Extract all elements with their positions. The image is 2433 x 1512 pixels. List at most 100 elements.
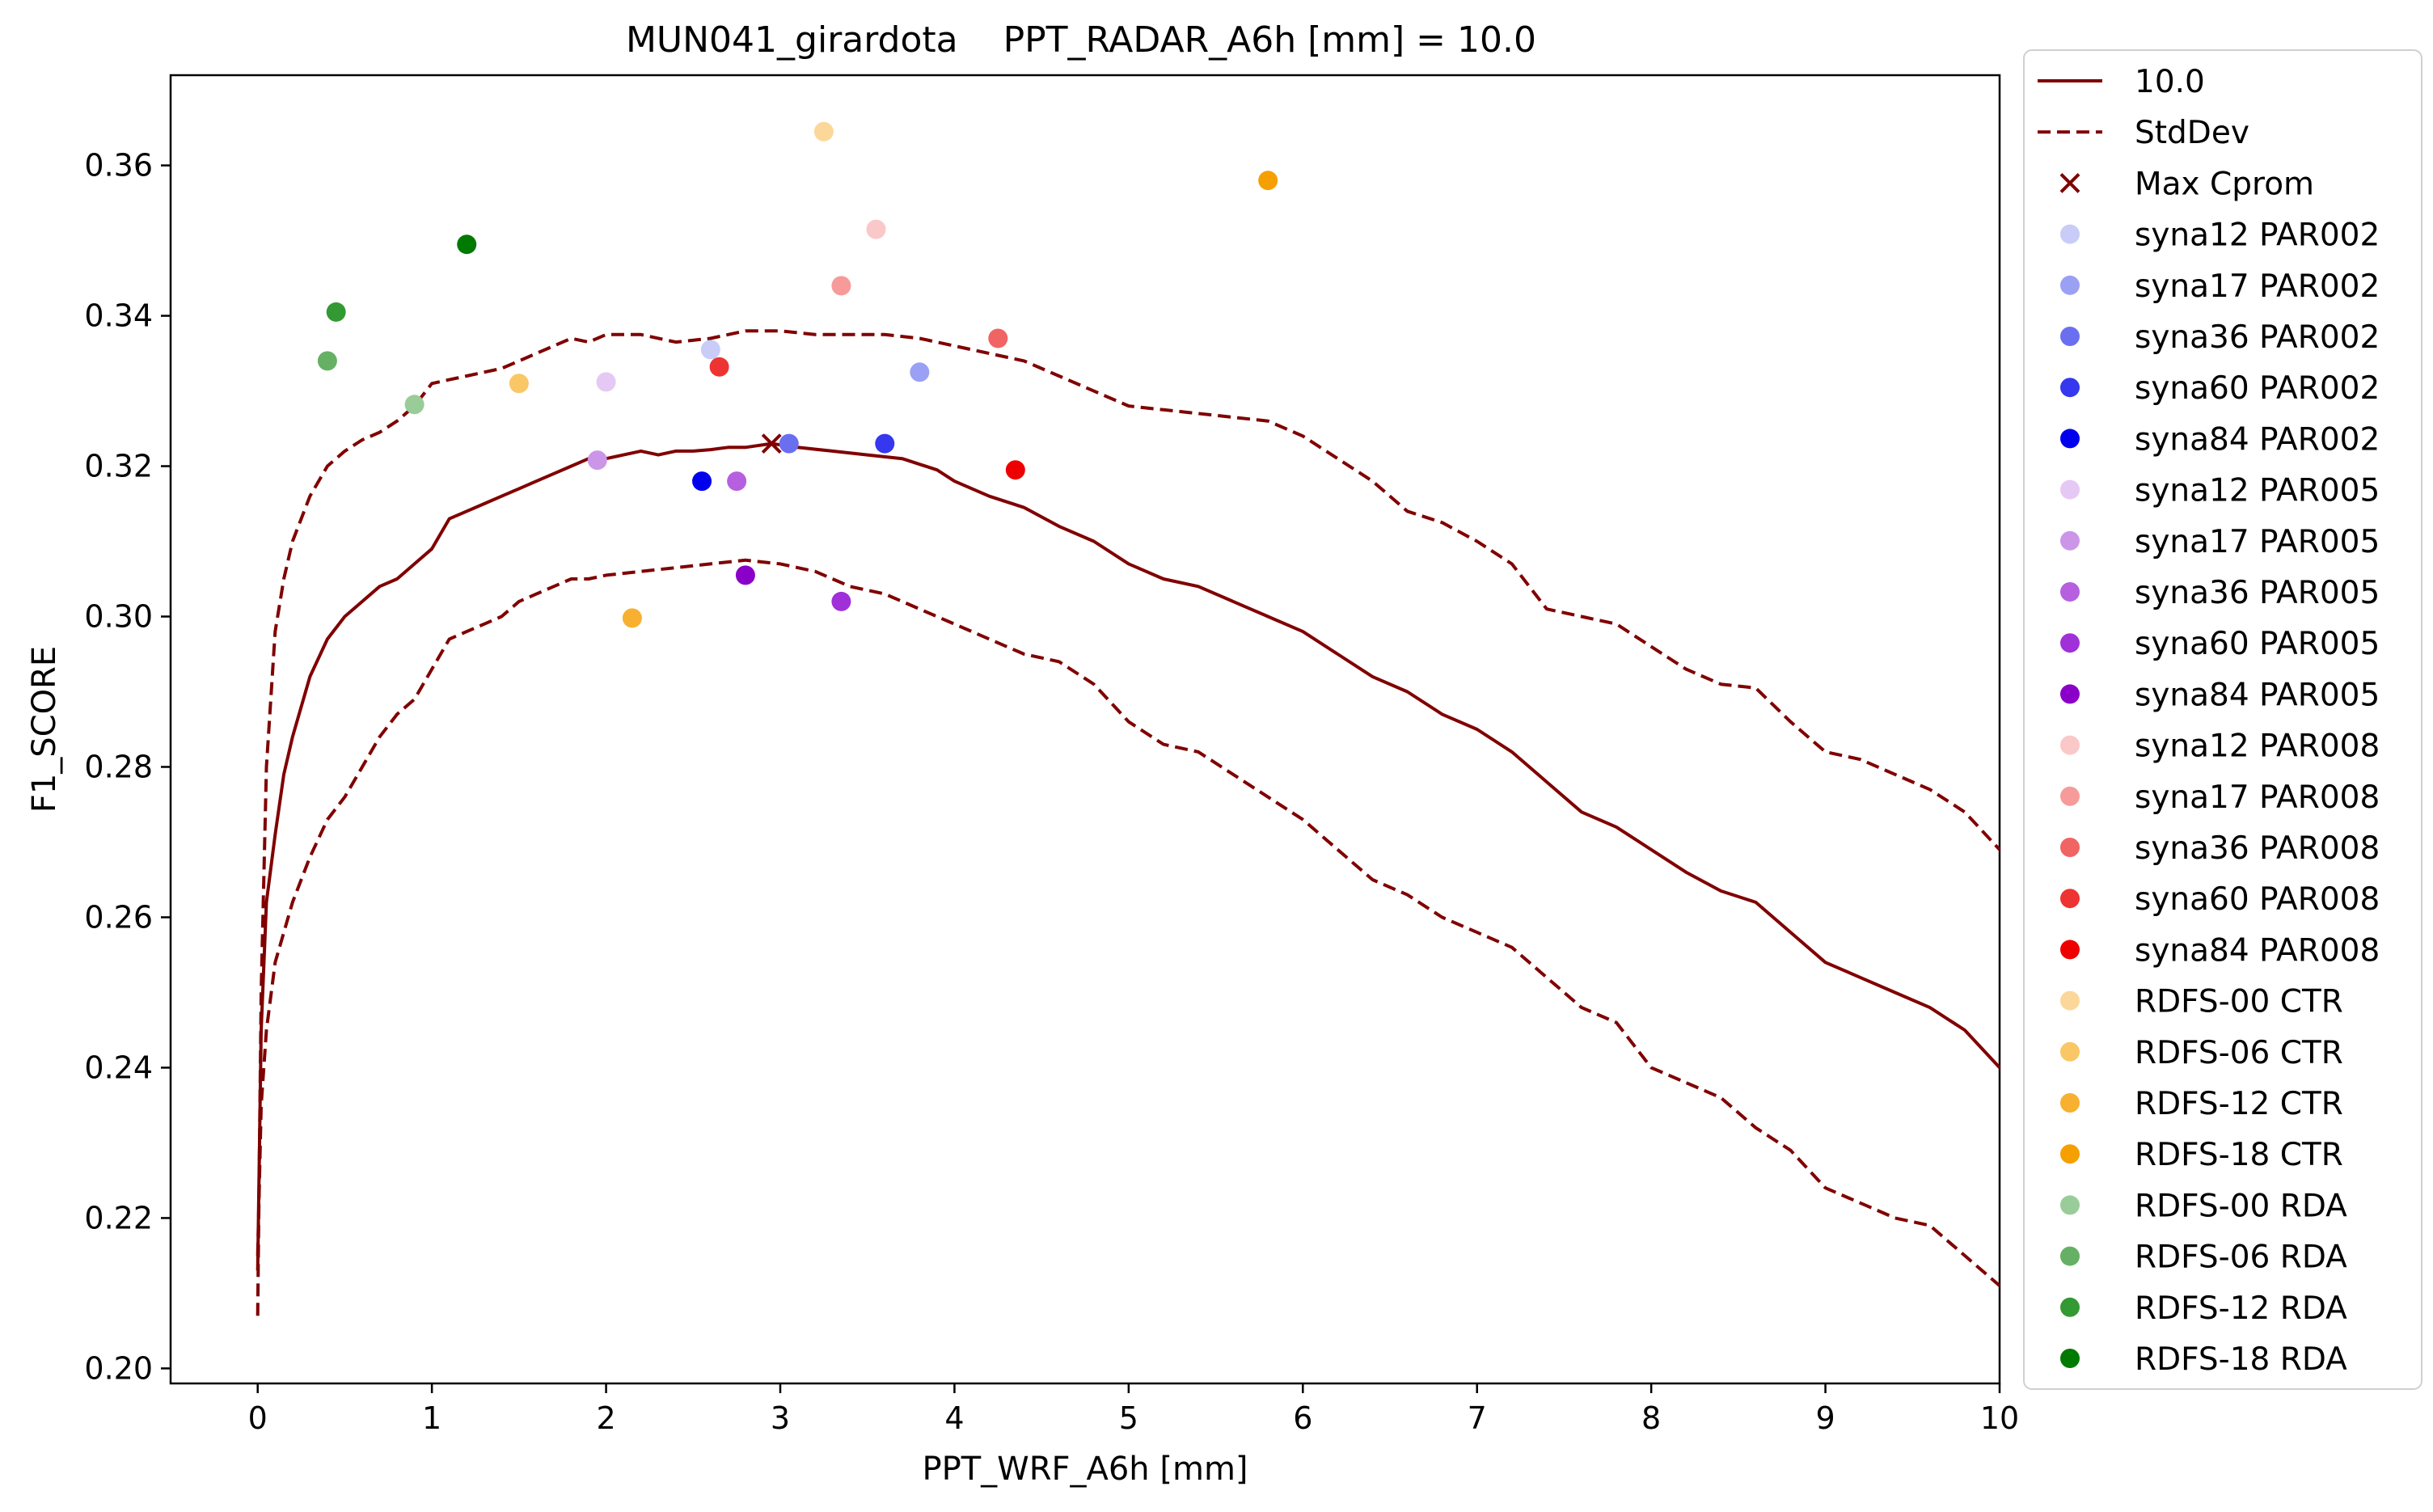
legend-label: RDFS-06 CTR bbox=[2135, 1035, 2343, 1071]
max-cprom-stroke bbox=[761, 433, 782, 454]
point-syna12-par005 bbox=[596, 372, 616, 392]
legend-swatch-dot bbox=[2060, 838, 2080, 857]
point-syna60-par005 bbox=[831, 591, 851, 611]
legend-item: RDFS-06 RDA bbox=[2060, 1240, 2347, 1276]
legend-item: syna12 PAR008 bbox=[2060, 729, 2380, 765]
x-tick-label: 1 bbox=[422, 1400, 441, 1436]
legend-item: RDFS-00 RDA bbox=[2060, 1188, 2347, 1224]
point-syna36-par002 bbox=[779, 433, 799, 454]
legend-label: RDFS-00 CTR bbox=[2135, 984, 2343, 1020]
point-rdfs-00-ctr bbox=[813, 121, 834, 141]
legend-item: StdDev bbox=[2038, 115, 2249, 151]
y-tick-label: 0.26 bbox=[84, 899, 153, 935]
y-tick-label: 0.22 bbox=[84, 1200, 153, 1235]
mean-line bbox=[256, 441, 2001, 1271]
point-syna17-par005 bbox=[587, 450, 607, 471]
point-rdfs-06-rda bbox=[317, 351, 337, 371]
point-syna60-par008 bbox=[709, 357, 729, 377]
point-syna17-par008 bbox=[831, 276, 851, 296]
legend-swatch-dot bbox=[2060, 1144, 2080, 1164]
legend-label: syna60 PAR002 bbox=[2135, 370, 2380, 407]
legend-swatch-dot bbox=[2060, 582, 2080, 602]
point-rdfs-18-ctr bbox=[1258, 171, 1278, 191]
legend-item: syna84 PAR005 bbox=[2060, 677, 2380, 713]
legend-label: 10.0 bbox=[2135, 64, 2205, 100]
legend-label: syna17 PAR005 bbox=[2135, 524, 2380, 560]
y-tick-label: 0.30 bbox=[84, 599, 153, 635]
plot-area bbox=[169, 74, 2001, 1385]
legend-item: RDFS-18 CTR bbox=[2060, 1137, 2343, 1173]
legend-item: syna17 PAR005 bbox=[2060, 524, 2380, 560]
legend-swatch-dot bbox=[2060, 429, 2080, 449]
legend-label: syna17 PAR002 bbox=[2135, 268, 2380, 305]
x-tick-label: 10 bbox=[1980, 1400, 2019, 1436]
legend-label: syna36 PAR005 bbox=[2135, 575, 2380, 611]
point-rdfs-12-ctr bbox=[622, 608, 642, 628]
legend-swatch-dot bbox=[2060, 1246, 2080, 1266]
legend-label: syna36 PAR002 bbox=[2135, 319, 2380, 356]
legend-swatch-dot bbox=[2060, 530, 2080, 551]
legend-swatch-dot bbox=[2060, 940, 2080, 960]
x-tick-label: 5 bbox=[1119, 1400, 1138, 1436]
y-tick-label: 0.24 bbox=[84, 1050, 153, 1085]
legend-swatch-dot bbox=[2060, 1093, 2080, 1113]
x-tick-label: 3 bbox=[771, 1400, 790, 1436]
point-rdfs-12-rda bbox=[326, 302, 346, 322]
legend-swatch-dot bbox=[2060, 1349, 2080, 1368]
x-tick-label: 2 bbox=[596, 1400, 615, 1436]
legend-item: Max Cprom bbox=[2059, 166, 2314, 202]
legend-item: syna17 PAR008 bbox=[2060, 779, 2380, 816]
legend-item: syna84 PAR002 bbox=[2060, 421, 2380, 458]
point-rdfs-18-rda bbox=[457, 234, 477, 255]
legend-label: syna84 PAR008 bbox=[2135, 932, 2380, 969]
legend-swatch-dot bbox=[2060, 1195, 2080, 1215]
legend-swatch-dot bbox=[2060, 1041, 2080, 1062]
legend-item: RDFS-06 CTR bbox=[2060, 1035, 2343, 1071]
point-syna60-par002 bbox=[875, 433, 895, 454]
legend-swatch-dot bbox=[2060, 735, 2080, 755]
x-axis: 0 1 2 3 4 5 6 7 8 9 10 bbox=[248, 1383, 2019, 1436]
legend-item: RDFS-12 RDA bbox=[2060, 1290, 2347, 1327]
legend-swatch-dot bbox=[2060, 889, 2080, 909]
point-syna84-par002 bbox=[692, 471, 712, 492]
stddev-upper-line bbox=[256, 329, 2001, 1316]
legend-label: syna36 PAR008 bbox=[2135, 830, 2380, 867]
line-series-group bbox=[256, 329, 2001, 1316]
point-syna12-par008 bbox=[866, 219, 886, 239]
legend-swatch-x bbox=[2059, 172, 2080, 193]
y-tick-label: 0.28 bbox=[84, 749, 153, 784]
legend-label: syna12 PAR002 bbox=[2135, 218, 2380, 254]
y-tick-label: 0.20 bbox=[84, 1350, 153, 1386]
legend-swatch-dot bbox=[2060, 327, 2080, 346]
x-axis-label: PPT_WRF_A6h [mm] bbox=[922, 1451, 1248, 1488]
legend-swatch-dot bbox=[2060, 684, 2080, 704]
legend-label: RDFS-12 RDA bbox=[2135, 1290, 2347, 1327]
legend-label: RDFS-00 RDA bbox=[2135, 1188, 2347, 1224]
y-tick-label: 0.32 bbox=[84, 449, 153, 484]
legend-item: syna60 PAR005 bbox=[2060, 626, 2380, 662]
x-tick-label: 6 bbox=[1293, 1400, 1312, 1436]
legend-item: RDFS-12 CTR bbox=[2060, 1086, 2343, 1122]
legend-label: syna12 PAR005 bbox=[2135, 473, 2380, 509]
point-syna36-par008 bbox=[988, 328, 1008, 348]
point-syna84-par005 bbox=[735, 565, 755, 585]
legend-swatch-dot bbox=[2060, 224, 2080, 244]
legend-item: syna12 PAR002 bbox=[2060, 218, 2380, 254]
point-syna36-par005 bbox=[727, 471, 747, 492]
legend-swatch-dot bbox=[2060, 786, 2080, 806]
legend-item: syna84 PAR008 bbox=[2060, 932, 2380, 969]
legend-label: RDFS-18 CTR bbox=[2135, 1137, 2343, 1173]
scatter-points-group bbox=[317, 121, 1278, 628]
legend-swatch-dot bbox=[2060, 378, 2080, 398]
legend-item: syna36 PAR005 bbox=[2060, 575, 2380, 611]
legend-swatch-dot bbox=[2060, 479, 2080, 500]
legend-label: RDFS-06 RDA bbox=[2135, 1240, 2347, 1276]
legend-item: syna36 PAR002 bbox=[2060, 319, 2380, 356]
legend-label: syna12 PAR008 bbox=[2135, 729, 2380, 765]
legend-item: RDFS-00 CTR bbox=[2060, 984, 2343, 1020]
legend-swatch-dot bbox=[2060, 1297, 2080, 1317]
x-tick-label: 8 bbox=[1641, 1400, 1661, 1436]
point-syna84-par008 bbox=[1005, 460, 1025, 480]
legend-label: StdDev bbox=[2135, 115, 2249, 151]
legend-item: 10.0 bbox=[2038, 64, 2205, 100]
